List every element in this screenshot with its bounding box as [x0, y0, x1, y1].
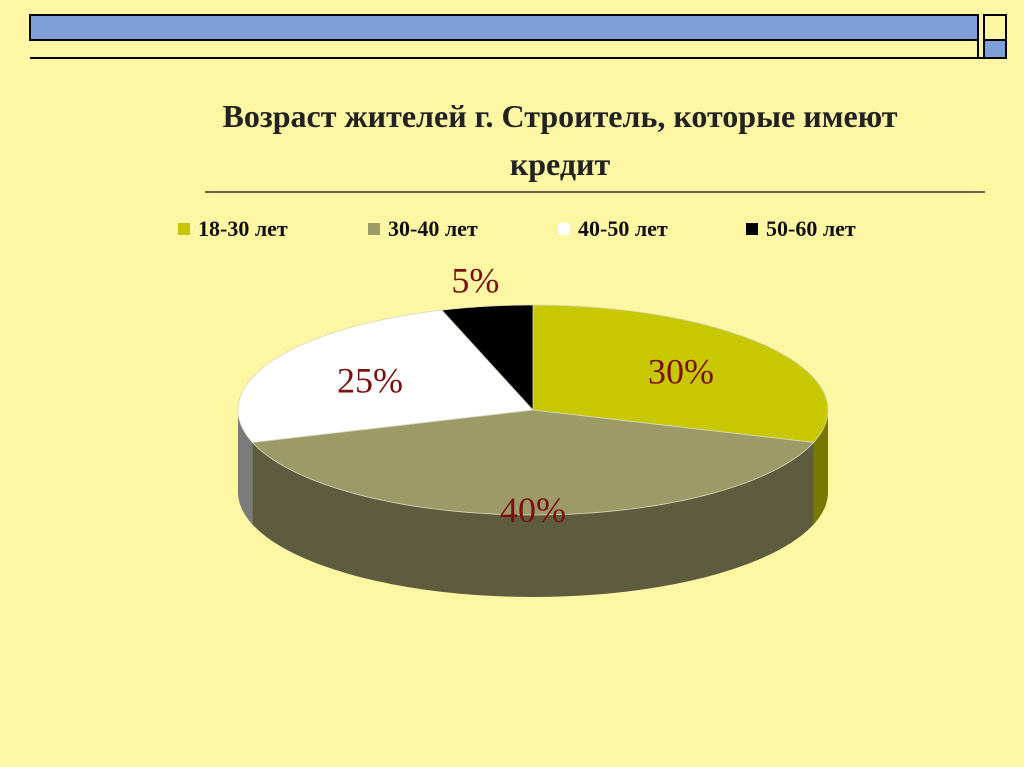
- slice: [237, 309, 534, 443]
- legend-label: 30-40 лет: [388, 216, 478, 241]
- chart-title: Возраст жителей г. Строитель, которые им…: [222, 98, 898, 182]
- data-label: 5%: [451, 260, 499, 300]
- data-label: 40%: [500, 490, 566, 530]
- box: [983, 39, 1007, 59]
- slice-side: [252, 442, 814, 597]
- slice: [532, 304, 829, 443]
- legend-swatch: [746, 223, 758, 235]
- slice: [441, 304, 534, 412]
- data-label: 25%: [337, 360, 403, 400]
- legend-label: 18-30 лет: [198, 216, 288, 241]
- legend: 18-30 лет 30-40 лет 40-50 лет 50-60 лет: [178, 216, 856, 241]
- legend-swatch: [368, 223, 380, 235]
- legend-swatch: [178, 223, 190, 235]
- legend-label: 50-60 лет: [766, 216, 856, 241]
- pie: 30% 40% 25% 5%: [237, 260, 829, 597]
- slice: [251, 409, 815, 516]
- box: [983, 14, 1007, 41]
- legend-label: 40-50 лет: [578, 216, 668, 241]
- data-label: 30%: [648, 352, 714, 392]
- top-bar: [29, 14, 979, 41]
- legend-swatch: [558, 223, 570, 235]
